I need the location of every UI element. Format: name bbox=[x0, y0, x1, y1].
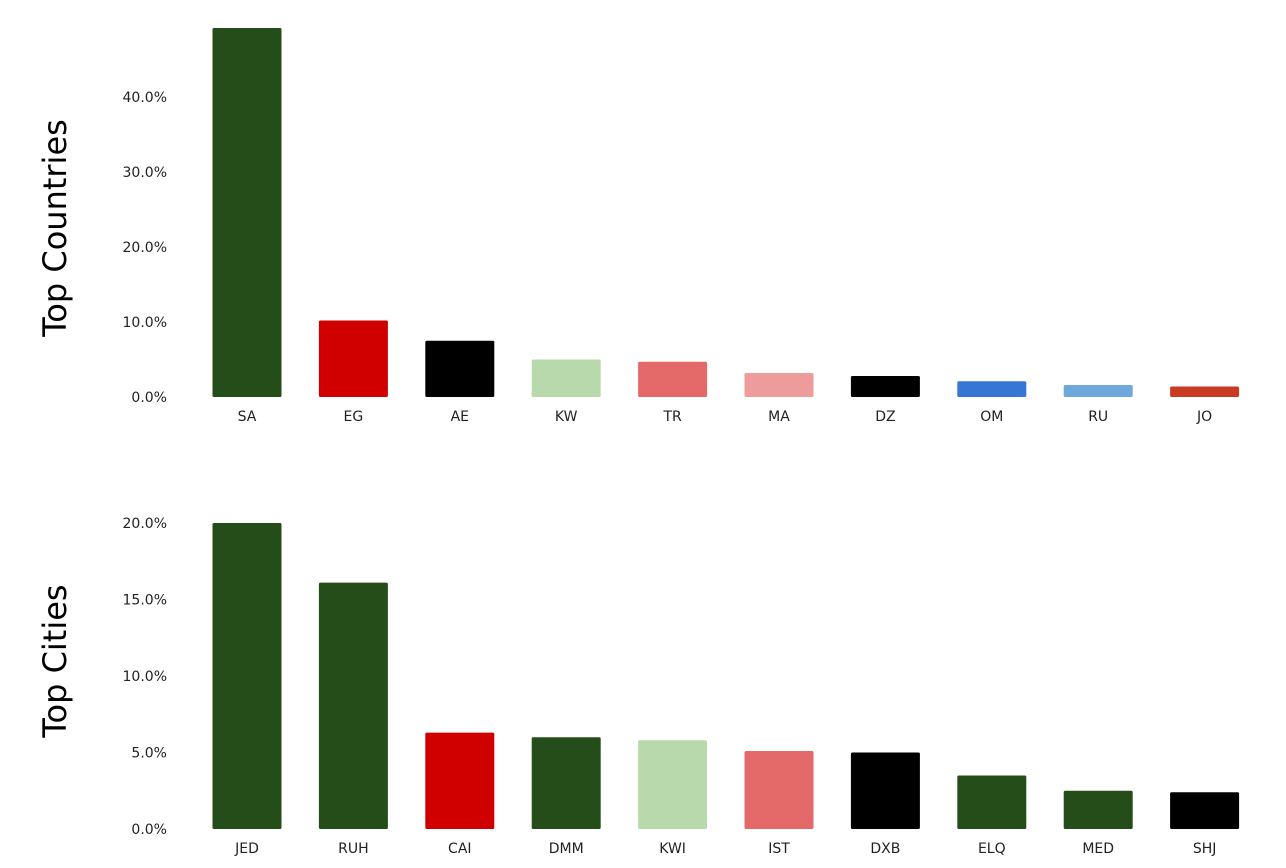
cities-y-tick-label: 15.0% bbox=[123, 593, 167, 609]
cities-bar-dmm[interactable] bbox=[531, 737, 601, 829]
countries-bar-ma[interactable] bbox=[744, 373, 814, 397]
cities-bar-shj[interactable] bbox=[1170, 792, 1240, 829]
cities-x-tick-label: ELQ bbox=[978, 841, 1006, 857]
cities-bar-kwi[interactable] bbox=[638, 740, 708, 829]
countries-bar-kw[interactable] bbox=[531, 359, 601, 398]
cities-bar-jed[interactable] bbox=[212, 523, 282, 829]
cities-bar-cai[interactable] bbox=[425, 732, 495, 829]
countries-x-tick-label: TR bbox=[662, 409, 682, 425]
countries-bar-ru[interactable] bbox=[1063, 385, 1133, 397]
countries-x-tick-label: DZ bbox=[875, 409, 895, 425]
cities-x-tick-label: DMM bbox=[549, 841, 584, 857]
countries-bar-ae[interactable] bbox=[425, 340, 495, 397]
countries-x-tick-label: EG bbox=[344, 409, 364, 425]
cities-bar-ist[interactable] bbox=[744, 750, 814, 829]
cities-x-tick-label: SHJ bbox=[1193, 841, 1217, 857]
countries-bar-tr[interactable] bbox=[638, 361, 708, 397]
top-countries-y-title: Top Countries bbox=[36, 119, 74, 338]
countries-y-tick-label: 0.0% bbox=[131, 390, 167, 406]
countries-x-tick-label: OM bbox=[980, 409, 1003, 425]
countries-x-tick-label: JO bbox=[1196, 409, 1212, 425]
top-countries-chart: Top Countries 0.0% 10.0% 20.0% 30.0% 40.0% SA… bbox=[36, 28, 1240, 425]
countries-bar-eg[interactable] bbox=[318, 320, 388, 398]
cities-x-tick-label: IST bbox=[768, 841, 790, 857]
countries-x-tick-label: RU bbox=[1088, 409, 1108, 425]
countries-x-tick-label: KW bbox=[555, 409, 578, 425]
countries-bar-sa[interactable] bbox=[212, 28, 282, 397]
top-cities-y-title: Top Cities bbox=[36, 584, 74, 738]
cities-x-tick-label: KWI bbox=[659, 841, 686, 857]
cities-x-tick-label: RUH bbox=[338, 841, 369, 857]
countries-y-tick-label: 20.0% bbox=[123, 240, 167, 256]
cities-bar-med[interactable] bbox=[1063, 790, 1133, 829]
cities-x-tick-label: JED bbox=[234, 841, 259, 857]
top-cities-chart: Top Cities 0.0% 5.0% 10.0% 15.0% 20.0% JED RUH… bbox=[36, 516, 1240, 857]
cities-bar-elq[interactable] bbox=[957, 775, 1027, 829]
cities-y-tick-label: 20.0% bbox=[123, 516, 167, 532]
cities-y-tick-label: 10.0% bbox=[123, 669, 167, 685]
countries-bar-om[interactable] bbox=[957, 381, 1027, 397]
countries-y-tick-label: 10.0% bbox=[123, 315, 167, 331]
countries-x-tick-label: MA bbox=[768, 409, 790, 425]
cities-x-tick-label: DXB bbox=[870, 841, 900, 857]
cities-x-tick-label: MED bbox=[1082, 841, 1114, 857]
cities-x-tick-label: CAI bbox=[448, 841, 471, 857]
countries-bar-dz[interactable] bbox=[850, 376, 920, 397]
cities-y-tick-label: 0.0% bbox=[131, 822, 167, 838]
cities-bar-ruh[interactable] bbox=[318, 582, 388, 829]
cities-y-tick-label: 5.0% bbox=[131, 746, 167, 762]
cities-bar-dxb[interactable] bbox=[850, 752, 920, 830]
countries-x-tick-label: AE bbox=[451, 409, 469, 425]
countries-bar-jo[interactable] bbox=[1170, 386, 1240, 398]
countries-x-tick-label: SA bbox=[238, 409, 257, 425]
countries-y-tick-label: 40.0% bbox=[123, 90, 167, 106]
countries-y-tick-label: 30.0% bbox=[123, 165, 167, 181]
